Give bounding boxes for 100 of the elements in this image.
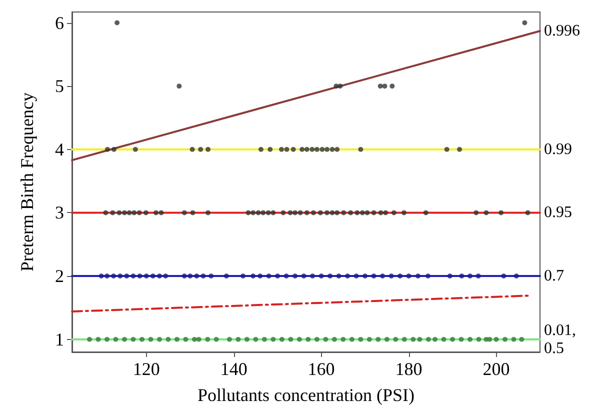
point <box>384 336 390 342</box>
point <box>360 210 365 216</box>
point <box>423 210 428 216</box>
point <box>275 274 280 279</box>
point <box>314 146 320 152</box>
point <box>118 274 123 279</box>
point <box>318 210 323 216</box>
point <box>206 210 211 216</box>
point <box>432 336 438 342</box>
series-label: 0.99 <box>544 140 572 158</box>
point <box>476 274 481 279</box>
point <box>244 336 250 342</box>
point <box>124 274 130 279</box>
point <box>153 210 158 216</box>
x-tick-label: 200 <box>482 359 510 379</box>
point <box>498 210 504 216</box>
point <box>519 336 524 342</box>
point <box>349 336 354 342</box>
point <box>132 210 137 216</box>
point <box>130 274 136 279</box>
point <box>208 274 214 279</box>
point <box>300 146 305 152</box>
point <box>246 210 251 216</box>
point <box>324 146 330 152</box>
point <box>341 210 346 216</box>
y-tick-label: 1 <box>55 329 64 350</box>
point <box>388 274 394 279</box>
x-tick-label: 160 <box>308 359 335 379</box>
point <box>96 336 101 342</box>
point <box>522 20 528 26</box>
point <box>310 274 316 279</box>
point <box>163 274 168 279</box>
point <box>426 336 431 342</box>
point <box>340 336 346 342</box>
point <box>338 84 343 89</box>
point <box>158 210 164 216</box>
point <box>382 84 388 89</box>
point <box>139 336 144 342</box>
point <box>284 274 289 279</box>
point <box>226 336 232 342</box>
point <box>502 336 508 342</box>
point <box>417 336 422 342</box>
point <box>447 274 452 279</box>
point <box>198 146 204 152</box>
point <box>104 274 110 279</box>
point <box>111 274 116 279</box>
series-label: 0.95 <box>544 204 572 222</box>
point <box>426 274 431 279</box>
point <box>402 336 407 342</box>
point <box>296 336 302 342</box>
point <box>328 274 333 279</box>
series-label: 0.01, 0.5 <box>544 322 580 357</box>
point <box>98 274 104 279</box>
point <box>284 146 290 152</box>
point <box>306 336 311 342</box>
point <box>390 84 395 89</box>
point <box>266 210 271 216</box>
point <box>292 274 298 279</box>
point <box>383 210 388 216</box>
point <box>279 146 284 152</box>
point <box>183 336 188 342</box>
point <box>501 274 506 279</box>
point <box>130 336 136 342</box>
point <box>378 210 384 216</box>
point <box>214 336 219 342</box>
point <box>279 336 284 342</box>
series-label: 0.996 <box>544 22 580 40</box>
point <box>132 146 138 152</box>
point <box>250 210 256 216</box>
point <box>371 210 376 216</box>
point <box>270 336 276 342</box>
point <box>310 146 315 152</box>
point <box>166 336 171 342</box>
point <box>324 210 330 216</box>
point <box>441 336 446 342</box>
point <box>364 210 370 216</box>
point <box>494 336 499 342</box>
point <box>188 274 193 279</box>
point <box>200 274 206 279</box>
point <box>310 210 316 216</box>
point <box>224 274 229 279</box>
point <box>116 210 122 216</box>
point <box>113 336 118 342</box>
point <box>468 274 473 279</box>
point <box>205 336 210 342</box>
point <box>176 84 182 89</box>
point <box>468 336 473 342</box>
point <box>240 274 246 279</box>
point <box>487 336 492 342</box>
point <box>190 146 195 152</box>
y-tick-label: 4 <box>55 139 64 160</box>
point <box>253 336 258 342</box>
point <box>288 336 294 342</box>
point <box>126 210 132 216</box>
point <box>266 274 272 279</box>
point <box>514 274 519 279</box>
point <box>87 336 92 342</box>
point <box>458 336 464 342</box>
point <box>330 146 335 152</box>
point <box>378 84 383 89</box>
